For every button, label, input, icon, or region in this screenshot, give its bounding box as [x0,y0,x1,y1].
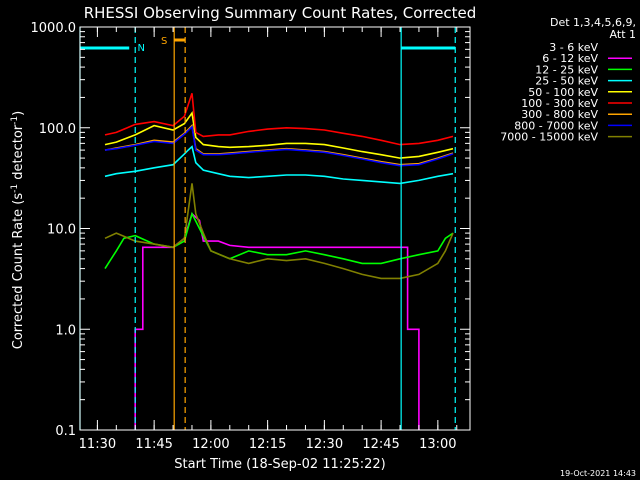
series-line-5 [104,93,454,146]
legend-header-2: Att 1 [610,28,636,41]
legend-label-6: 300 - 800 keV [521,108,598,121]
series-line-4 [104,110,454,159]
legend-label-7: 800 - 7000 keV [514,119,598,132]
chart-title: RHESSI Observing Summary Count Rates, Co… [84,4,477,22]
axes-frame [79,26,471,431]
series-line-0 [134,210,361,430]
x-tick-label-1: 11:45 [135,437,172,452]
legend-label-8: 7000 - 15000 keV [500,131,598,144]
legend-label-3: 25 - 50 keV [535,75,598,88]
footer-date: 19-Oct-2021 14:43 [560,469,636,478]
y-axis-label-main: Corrected Count Rate (s [11,193,26,350]
plot-area [104,93,454,430]
y-axis-label: Corrected Count Rate (s-1 detector-1) [10,111,26,349]
x-tick-label-0: 11:30 [79,437,116,452]
series-line-1 [134,212,420,430]
legend-label-4: 50 - 100 keV [528,86,598,99]
y-tick-label-2: 10.0 [47,223,76,238]
y-tick-label-0: 0.1 [55,424,76,439]
y-axis-label-mid: detector [11,124,26,184]
x-tick-label-3: 12:15 [249,437,286,452]
y-tick-label-1: 1.0 [55,323,76,338]
axes: 0.1 1.0 10.0 100.0 1000.0 11:30 11:45 12:00 12:1… [31,21,471,452]
x-tick-label-6: 13:00 [419,437,456,452]
y-axis-label-end: ) [11,111,26,116]
legend-label-5: 100 - 300 keV [521,97,598,110]
att-label: N [137,43,144,54]
y-axis-label-sup2: -1 [10,116,20,125]
series-line-7 [104,125,454,167]
x-tick-label-2: 12:00 [192,437,229,452]
overlay-markers: NS [79,27,456,430]
x-tick-label-5: 12:45 [362,437,399,452]
series-group [104,93,454,430]
series-line-3 [104,145,454,185]
saa-label: S [161,36,167,47]
legend-label-2: 12 - 25 keV [535,63,598,76]
legend-label-1: 6 - 12 keV [542,52,598,65]
y-axis-label-sup1: -1 [10,184,20,193]
series-line-2 [104,211,454,270]
x-tick-label-4: 12:30 [306,437,343,452]
series-line-8 [104,183,454,280]
legend-header-1: Det 1,3,4,5,6,9, [550,16,636,29]
y-tick-label-4: 1000.0 [31,21,77,36]
y-tick-label-3: 100.0 [39,122,76,137]
legend-label-0: 3 - 6 keV [549,41,598,54]
x-axis-label: Start Time (18-Sep-02 11:25:22) [174,457,385,472]
